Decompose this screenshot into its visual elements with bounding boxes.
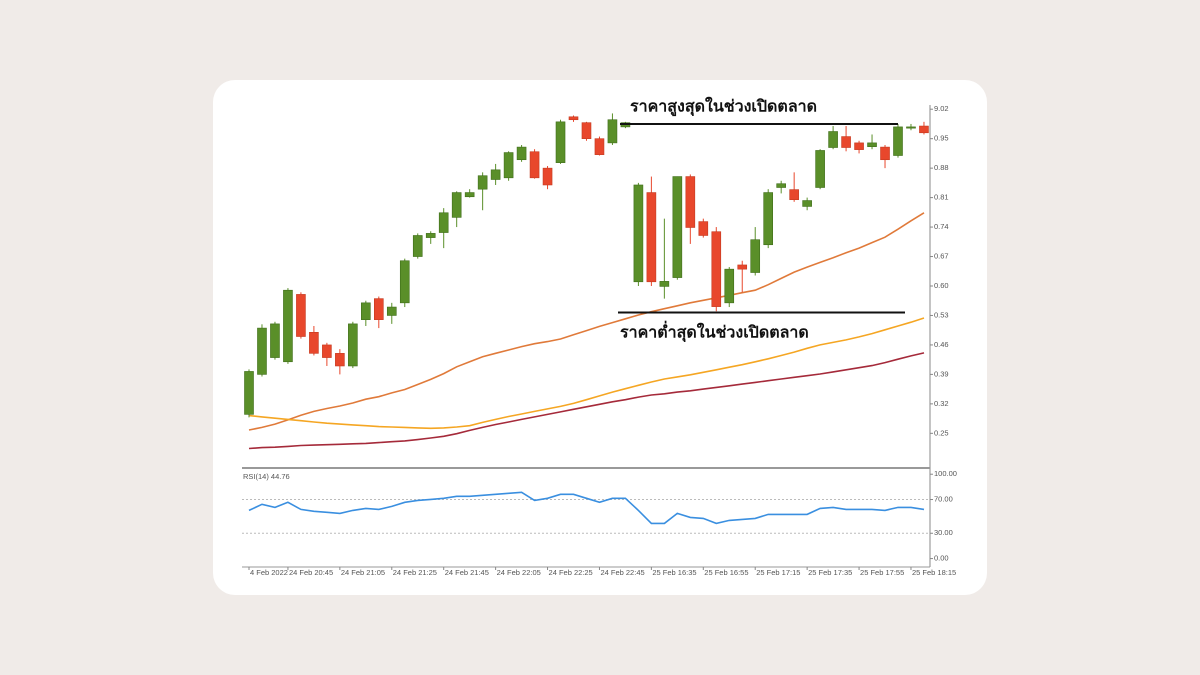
x-tick-label: 24 Feb 21:05: [341, 568, 385, 577]
y-tick-label: 0.74: [934, 222, 949, 231]
x-tick-label: 25 Feb 16:35: [652, 568, 696, 577]
candle-body: [438, 212, 449, 233]
candle-body: [906, 126, 916, 129]
candle-body: [893, 126, 903, 156]
panel-title: RSI(14) 44.76: [243, 472, 290, 481]
candle-body: [270, 323, 280, 358]
candle-body: [244, 371, 254, 415]
candle-body: [322, 344, 332, 358]
candle-body: [867, 142, 877, 147]
candle-body: [581, 122, 592, 139]
candle-body: [451, 192, 462, 218]
candle-body: [711, 231, 722, 307]
candle-body: [880, 146, 890, 161]
x-tick-label: 25 Feb 18:15: [912, 568, 956, 577]
moving-average-line: [248, 352, 925, 450]
candle-body: [361, 302, 371, 320]
candle-body: [529, 151, 540, 179]
candle-body: [348, 323, 358, 367]
annotation-text: ราคาสูงสุดในช่วงเปิดตลาด: [630, 97, 817, 118]
candle-body: [399, 260, 410, 304]
x-tick-label: 25 Feb 16:55: [704, 568, 748, 577]
moving-average-line: [248, 317, 925, 430]
y-tick-label: 0.46: [934, 340, 949, 349]
y-tick-label: 0.00: [934, 554, 949, 563]
candle-body: [386, 306, 397, 316]
candle-body: [335, 353, 345, 367]
candle-body: [516, 146, 527, 161]
moving-average-line: [248, 212, 925, 431]
annotation-text: ราคาต่ำสุดในช่วงเปิดตลาด: [620, 321, 809, 343]
candle-body: [776, 183, 786, 188]
x-tick-label: 24 Feb 22:45: [600, 568, 644, 577]
candle-body: [828, 131, 838, 148]
candle-body: [737, 264, 748, 270]
candle-body: [789, 189, 799, 201]
candle-body: [503, 152, 514, 179]
x-tick-label: 25 Feb 17:55: [860, 568, 904, 577]
candle-body: [296, 294, 306, 337]
x-tick-label: 24 Feb 21:25: [393, 568, 437, 577]
candle-body: [373, 298, 384, 320]
candle-body: [607, 119, 618, 144]
y-tick-label: 100.00: [934, 469, 957, 478]
candle-body: [477, 175, 488, 190]
candle-body: [841, 136, 851, 148]
y-tick-label: 0.81: [934, 193, 949, 202]
x-tick-label: 4 Feb 2022: [250, 568, 288, 577]
x-tick-label: 24 Feb 22:25: [549, 568, 593, 577]
candle-body: [698, 221, 709, 236]
y-tick-label: 0.25: [934, 428, 949, 437]
candle-body: [594, 138, 605, 155]
x-tick-label: 24 Feb 21:45: [445, 568, 489, 577]
y-tick-label: 0.39: [934, 369, 949, 378]
y-tick-label: 30.00: [934, 528, 953, 537]
candle-body: [646, 192, 657, 283]
y-tick-label: 0.95: [934, 134, 949, 143]
rsi-line: [248, 491, 925, 525]
candle-body: [309, 332, 319, 354]
candle-body: [568, 116, 579, 121]
y-tick-label: 70.00: [934, 495, 953, 504]
x-tick-label: 25 Feb 17:15: [756, 568, 800, 577]
candle-body: [802, 200, 812, 207]
candle-body: [283, 289, 293, 363]
candle-body: [464, 192, 475, 198]
candle-body: [425, 233, 436, 238]
y-tick-label: 9.02: [934, 104, 949, 113]
y-tick-label: 0.32: [934, 399, 949, 408]
candle-body: [542, 167, 553, 186]
candle-body: [763, 192, 774, 246]
candle-body: [659, 281, 670, 287]
candle-body: [490, 169, 501, 180]
x-tick-label: 24 Feb 22:05: [497, 568, 541, 577]
candle-body: [685, 176, 696, 228]
candle-body: [815, 150, 825, 188]
candle-body: [724, 268, 735, 304]
candle-body: [919, 125, 929, 134]
candle-body: [412, 235, 423, 257]
y-tick-label: 0.60: [934, 281, 949, 290]
y-tick-label: 0.67: [934, 252, 949, 261]
y-tick-label: 0.88: [934, 163, 949, 172]
x-tick-label: 25 Feb 17:35: [808, 568, 852, 577]
candle-body: [257, 327, 267, 375]
x-tick-label: 24 Feb 20:45: [289, 568, 333, 577]
candle-body: [633, 184, 644, 283]
candle-body: [750, 239, 761, 273]
candle-body: [555, 121, 566, 163]
y-tick-label: 0.53: [934, 310, 949, 319]
candle-body: [672, 176, 683, 278]
candle-body: [854, 142, 864, 150]
